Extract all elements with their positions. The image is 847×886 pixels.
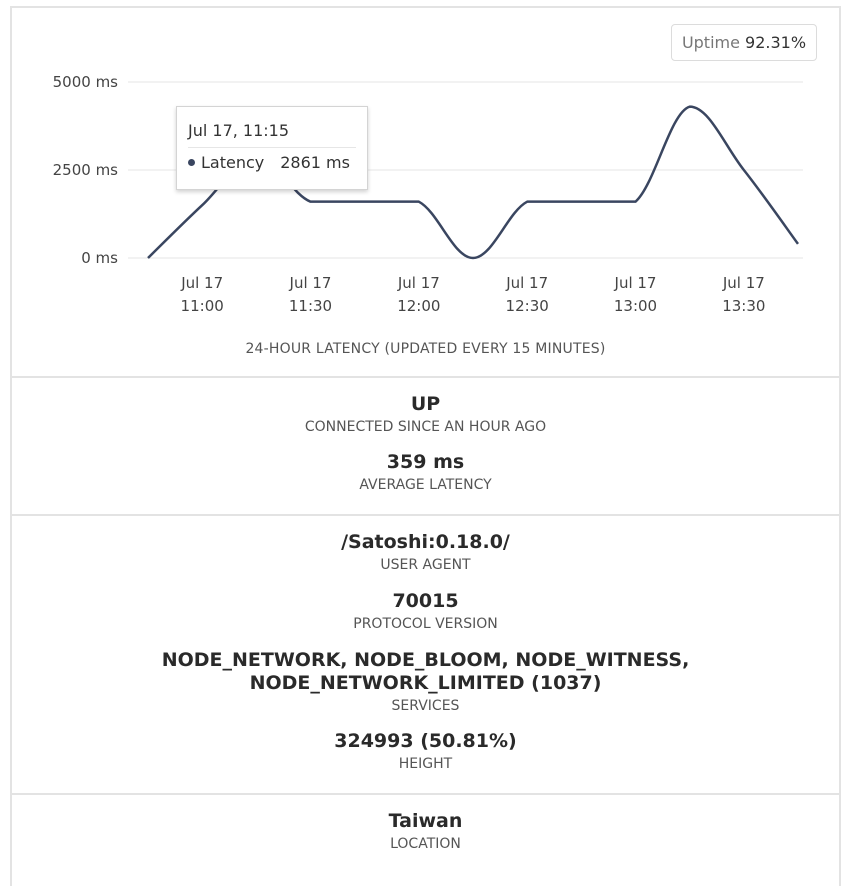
latency-chart: 0 ms 2500 ms 5000 ms Jul 17 11:00 Jul 17 11:30… xyxy=(53,73,803,315)
protocol-value: 70015 xyxy=(392,590,459,612)
tooltip-title: Jul 17, 11:15 xyxy=(188,121,290,140)
x-tick-label: 12:00 xyxy=(397,297,440,315)
divider xyxy=(10,376,841,378)
tooltip-series: Latency xyxy=(201,153,265,172)
uptime-value: 92.31% xyxy=(745,33,807,52)
status-label: CONNECTED SINCE AN HOUR AGO xyxy=(304,419,547,435)
y-tick-label: 2500 ms xyxy=(53,161,119,179)
height-stat: 324993 (50.81%) HEIGHT xyxy=(10,730,841,773)
services-label: SERVICES xyxy=(391,698,460,714)
node-panel xyxy=(10,6,841,886)
location-stat: Taiwan LOCATION xyxy=(10,810,841,853)
tooltip-row: Latency 2861 ms xyxy=(188,153,350,172)
x-tick-label: Jul 17 xyxy=(397,274,440,292)
chart-caption: 24-HOUR LATENCY (UPDATED EVERY 15 MINUTE… xyxy=(245,341,606,357)
x-tick-label: 11:00 xyxy=(181,297,224,315)
divider xyxy=(10,793,841,795)
services-value-line2: NODE_NETWORK_LIMITED (1037) xyxy=(249,672,602,694)
height-value: 324993 (50.81%) xyxy=(334,730,517,752)
protocol-label: PROTOCOL VERSION xyxy=(353,616,498,632)
x-tick-label: Jul 17 xyxy=(180,274,223,292)
status-value: UP xyxy=(410,393,441,415)
user-agent-label: USER AGENT xyxy=(380,557,471,573)
x-tick-label: 12:30 xyxy=(506,297,549,315)
x-tick-label: Jul 17 xyxy=(505,274,548,292)
x-tick-label: Jul 17 xyxy=(614,274,657,292)
x-tick-label: 13:00 xyxy=(614,297,657,315)
x-tick-label: Jul 17 xyxy=(289,274,332,292)
chart-tooltip: Jul 17, 11:15 Latency 2861 ms xyxy=(176,106,368,190)
status-stat: UP CONNECTED SINCE AN HOUR AGO xyxy=(10,393,841,436)
location-label: LOCATION xyxy=(390,836,461,852)
x-tick-label: 13:30 xyxy=(722,297,765,315)
height-label: HEIGHT xyxy=(398,756,453,772)
x-tick-label: Jul 17 xyxy=(722,274,765,292)
tooltip-divider xyxy=(188,147,356,148)
series-dot-icon xyxy=(188,159,195,166)
divider xyxy=(10,514,841,516)
protocol-stat: 70015 PROTOCOL VERSION xyxy=(10,590,841,633)
y-tick-label: 0 ms xyxy=(81,249,118,267)
user-agent-stat: /Satoshi:0.18.0/ USER AGENT xyxy=(10,531,841,574)
location-value: Taiwan xyxy=(388,810,463,832)
uptime-label: Uptime xyxy=(681,33,740,52)
latency-label: AVERAGE LATENCY xyxy=(359,477,492,493)
x-tick-label: 11:30 xyxy=(289,297,332,315)
services-value-line1: NODE_NETWORK, NODE_BLOOM, NODE_WITNESS, xyxy=(161,649,690,671)
latency-value: 359 ms xyxy=(386,451,465,473)
user-agent-value: /Satoshi:0.18.0/ xyxy=(341,531,510,553)
services-stat: NODE_NETWORK, NODE_BLOOM, NODE_WITNESS, … xyxy=(10,649,841,715)
y-tick-label: 5000 ms xyxy=(53,73,119,91)
tooltip-value: 2861 ms xyxy=(280,153,350,172)
latency-stat: 359 ms AVERAGE LATENCY xyxy=(10,451,841,494)
uptime-badge: Uptime 92.31% xyxy=(671,24,817,61)
